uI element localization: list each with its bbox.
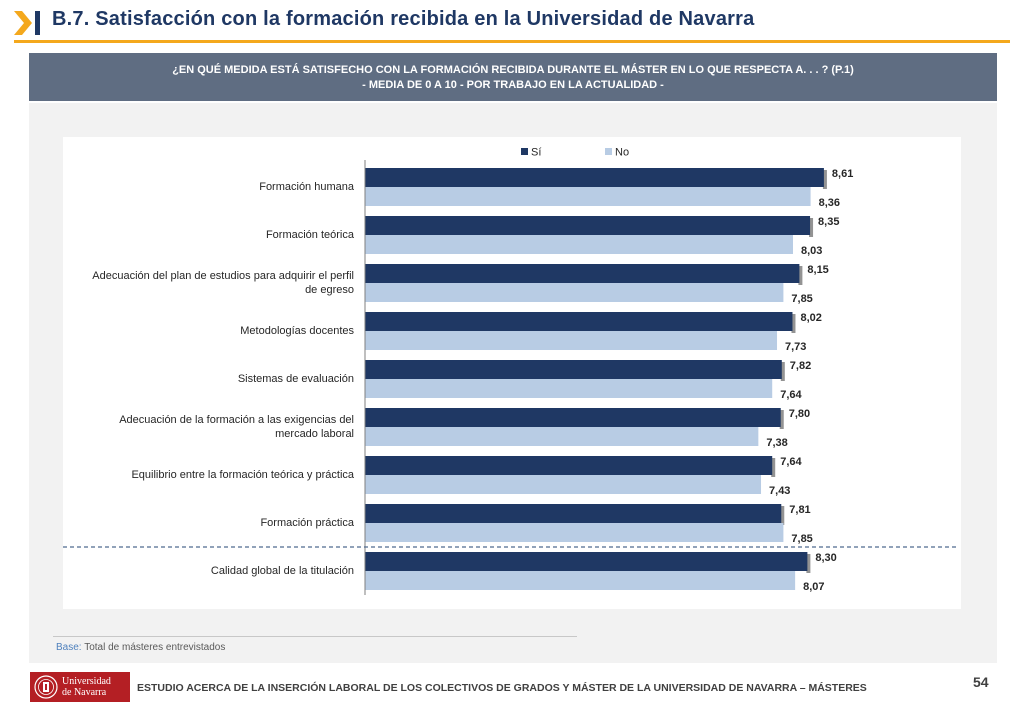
category-label: Formación humana	[259, 181, 355, 193]
data-label-si: 8,35	[818, 216, 839, 228]
bar-no	[365, 283, 784, 302]
bar-shadow	[798, 266, 803, 285]
data-label-si: 8,02	[800, 312, 821, 324]
bar-si	[365, 456, 773, 475]
legend-label-no: No	[615, 147, 629, 159]
logo-line-2: de Navarra	[62, 687, 107, 698]
bar-shadow	[779, 410, 784, 429]
base-divider	[53, 636, 577, 637]
logo-text: Universidad de Navarra	[62, 676, 111, 698]
data-label-no: 8,03	[801, 245, 822, 257]
bar-si	[365, 360, 782, 379]
bar-chart: Sí No 8,61 8,36 Formación humana 8,35 8,03 Form…	[63, 147, 956, 595]
bar-shadow	[806, 554, 811, 573]
data-label-si: 8,15	[807, 264, 828, 276]
data-label-si: 7,80	[789, 408, 810, 420]
category-label: de egreso	[305, 284, 354, 296]
data-label-no: 7,38	[766, 437, 787, 449]
study-footer-text: ESTUDIO ACERCA DE LA INSERCIÓN LABORAL D…	[137, 682, 867, 694]
bar-no	[365, 427, 759, 446]
bar-no	[365, 523, 784, 542]
university-logo: Universidad de Navarra	[30, 672, 130, 702]
seal-icon	[34, 675, 58, 699]
data-label-no: 8,07	[803, 581, 824, 593]
bar-no	[365, 571, 796, 590]
bar-shadow	[771, 458, 776, 477]
base-note: Base: Total de másteres entrevistados	[56, 642, 225, 653]
bar-si	[365, 168, 824, 187]
data-label-si: 7,64	[780, 456, 802, 468]
bar-no	[365, 187, 811, 206]
category-label: Formación teórica	[266, 229, 355, 241]
bar-si	[365, 216, 811, 235]
data-label-no: 7,85	[791, 533, 812, 545]
bar-no	[365, 379, 773, 398]
bar-si	[365, 552, 808, 571]
base-text: Total de másteres entrevistados	[84, 642, 226, 653]
logo-line-1: Universidad	[62, 676, 111, 687]
bar-si	[365, 264, 800, 283]
question-line-1: ¿EN QUÉ MEDIDA ESTÁ SATISFECHO CON LA FO…	[172, 64, 854, 76]
base-label: Base:	[56, 642, 82, 653]
data-label-si: 8,30	[815, 552, 836, 564]
page-number: 54	[973, 674, 989, 690]
question-line-2: - MEDIA DE 0 A 10 - POR TRABAJO EN LA AC…	[362, 79, 664, 91]
category-label: Adecuación de la formación a las exigenc…	[119, 414, 354, 426]
data-label-no: 7,64	[780, 389, 802, 401]
data-label-si: 7,82	[790, 360, 811, 372]
category-label: Formación práctica	[260, 517, 354, 529]
category-label: Equilibrio entre la formación teórica y …	[131, 469, 354, 481]
category-label: Adecuación del plan de estudios para adq…	[92, 270, 354, 282]
data-label-si: 7,81	[789, 504, 810, 516]
bar-shadow	[780, 362, 785, 381]
bar-shadow	[809, 218, 814, 237]
bar-shadow	[780, 506, 785, 525]
chevron-bar-icon	[14, 11, 40, 35]
page-title: B.7. Satisfacción con la formación recib…	[52, 8, 755, 30]
bar-no	[365, 331, 778, 350]
question-banner: ¿EN QUÉ MEDIDA ESTÁ SATISFECHO CON LA FO…	[29, 53, 997, 101]
legend-swatch-no	[605, 148, 612, 155]
data-label-no: 8,36	[819, 197, 840, 209]
category-label: Metodologías docentes	[240, 325, 354, 337]
bar-shadow	[822, 170, 827, 189]
data-label-no: 7,73	[785, 341, 806, 353]
category-label: Sistemas de evaluación	[238, 373, 354, 385]
data-label-no: 7,85	[791, 293, 812, 305]
bar-si	[365, 504, 782, 523]
legend-swatch-si	[521, 148, 528, 155]
title-underline	[14, 40, 1010, 43]
bar-shadow	[791, 314, 796, 333]
data-label-no: 7,43	[769, 485, 790, 497]
bar-si	[365, 312, 793, 331]
bar-no	[365, 475, 762, 494]
data-label-si: 8,61	[832, 168, 853, 180]
bar-no	[365, 235, 793, 254]
legend-label-si: Sí	[531, 147, 541, 159]
category-label: Calidad global de la titulación	[211, 565, 354, 577]
bar-si	[365, 408, 781, 427]
category-label: mercado laboral	[275, 428, 354, 440]
